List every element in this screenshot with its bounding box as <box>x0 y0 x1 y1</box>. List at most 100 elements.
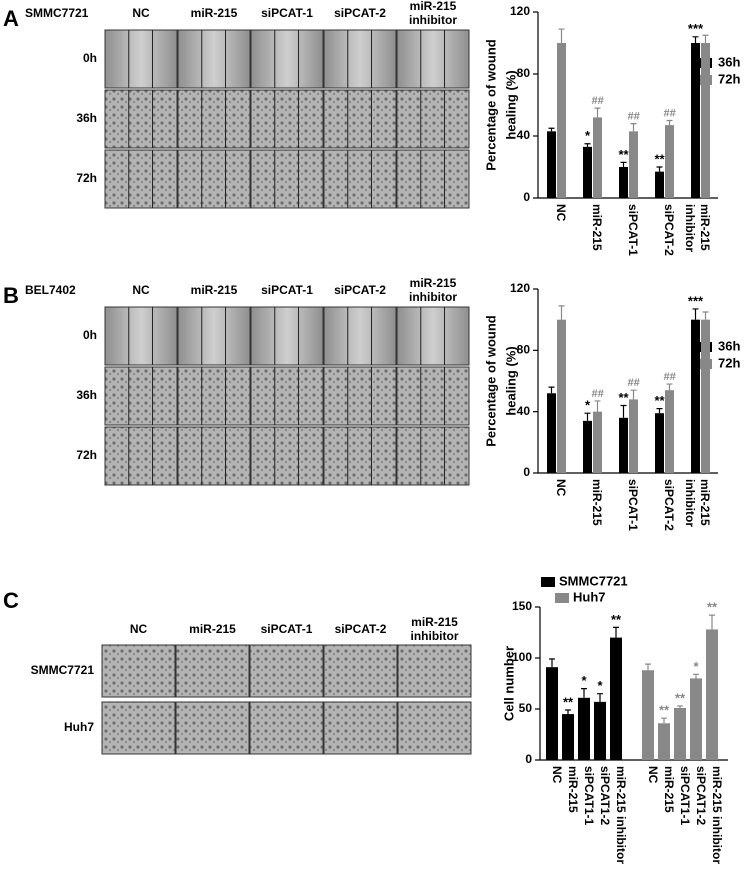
error-bar <box>666 383 673 391</box>
bar <box>658 723 670 760</box>
micrograph <box>104 89 178 149</box>
column-label: miR-215 inhibitor <box>411 615 459 643</box>
significance-label: * <box>597 678 603 693</box>
micrograph <box>177 426 251 486</box>
error-bar <box>565 709 571 715</box>
error-bar <box>692 308 699 320</box>
y-tick-label: 150 <box>512 599 532 613</box>
legend-swatch <box>700 75 712 85</box>
y-tick-label: 120 <box>510 281 530 295</box>
x-tick-label: miR-215 inhibitor <box>614 766 628 864</box>
column-label: NC <box>132 283 150 297</box>
y-tick-label: 50 <box>519 701 533 715</box>
x-tick-label: siPCAT1-1 <box>582 766 596 825</box>
error-bar <box>620 161 627 167</box>
y-tick-label: 0 <box>525 752 532 766</box>
micrograph <box>396 149 470 209</box>
y-tick-label: 80 <box>517 343 531 357</box>
bar <box>583 146 592 198</box>
column-label: siPCAT-2 <box>334 283 386 297</box>
significance-label: * <box>585 398 591 413</box>
y-tick-label: 80 <box>517 66 531 80</box>
significance-label: * <box>585 128 591 143</box>
x-tick-label-line: miR-215 <box>698 204 712 251</box>
bar <box>619 167 628 198</box>
bar <box>665 390 674 473</box>
micrograph <box>250 89 324 149</box>
micrograph <box>175 701 250 755</box>
micrograph <box>396 366 470 426</box>
row-label: Huh7 <box>64 720 94 734</box>
x-tick-label: siPCAT1-2 <box>694 766 708 825</box>
x-tick-label-line: miR-215 <box>698 479 712 526</box>
error-bar <box>620 404 627 418</box>
column-label: siPCAT-1 <box>261 622 313 636</box>
micrograph <box>101 701 176 755</box>
bar <box>546 667 558 760</box>
bar <box>706 629 718 760</box>
panel-letter: C <box>3 588 19 613</box>
significance-label: ** <box>611 612 622 627</box>
micrograph <box>250 306 324 366</box>
bar <box>665 125 674 198</box>
row-label: 72h <box>76 448 97 462</box>
legend-label: 72h <box>718 355 740 370</box>
micrograph <box>177 306 251 366</box>
micrograph <box>323 426 397 486</box>
bar <box>594 701 606 760</box>
micrograph <box>177 29 251 89</box>
y-axis-label: Percentage of wound <box>483 315 498 447</box>
y-tick-label: 120 <box>510 4 530 18</box>
significance-label: ** <box>618 147 629 162</box>
x-tick-label: siPCAT-1 <box>626 479 640 531</box>
x-tick-label: siPCAT-2 <box>662 479 676 531</box>
bar <box>674 707 686 760</box>
micrograph <box>104 306 178 366</box>
bar <box>655 413 664 473</box>
row-label: 72h <box>76 171 97 185</box>
error-bar <box>548 127 555 132</box>
column-label: siPCAT-2 <box>335 622 387 636</box>
error-bar <box>709 614 715 630</box>
bar <box>593 117 602 198</box>
bar <box>547 393 556 473</box>
error-bar <box>558 305 565 320</box>
significance-label: ** <box>563 694 574 709</box>
micrograph <box>323 644 398 698</box>
micrograph <box>104 426 178 486</box>
panel-letter: A <box>3 6 19 31</box>
micrograph <box>249 701 324 755</box>
micrograph <box>396 89 470 149</box>
micrograph <box>101 644 176 698</box>
column-label-line: inhibitor <box>411 629 459 643</box>
significance-label: *** <box>688 21 704 36</box>
error-bar <box>597 693 603 702</box>
y-tick-label: 0 <box>523 465 530 479</box>
micrograph <box>104 366 178 426</box>
significance-label: * <box>581 673 587 688</box>
significance-label: ## <box>663 371 676 383</box>
micrograph <box>397 644 472 698</box>
y-axis-label: healing (%) <box>503 70 518 139</box>
x-tick-label: siPCAT1-2 <box>598 766 612 825</box>
column-label: miR-215 <box>189 622 236 636</box>
x-tick-label: NC <box>550 766 564 784</box>
bar <box>593 411 602 473</box>
x-tick-label: miR-215 <box>662 766 676 813</box>
bar <box>629 131 638 198</box>
error-bar <box>558 28 565 43</box>
micrograph <box>175 644 250 698</box>
row-label: SMMC7721 <box>31 663 95 677</box>
micrograph <box>323 366 397 426</box>
bar <box>629 399 638 473</box>
error-bar <box>692 36 699 43</box>
micrograph <box>250 29 324 89</box>
row-label: 0h <box>83 328 97 342</box>
x-tick-label: miR-215 inhibitor <box>710 766 724 864</box>
column-label-line: miR-215 <box>410 0 457 13</box>
x-tick-label: siPCAT-2 <box>662 204 676 256</box>
legend-label: 36h <box>718 54 740 69</box>
bar <box>578 697 590 760</box>
error-bar <box>630 123 637 132</box>
column-label: siPCAT-1 <box>261 6 313 20</box>
